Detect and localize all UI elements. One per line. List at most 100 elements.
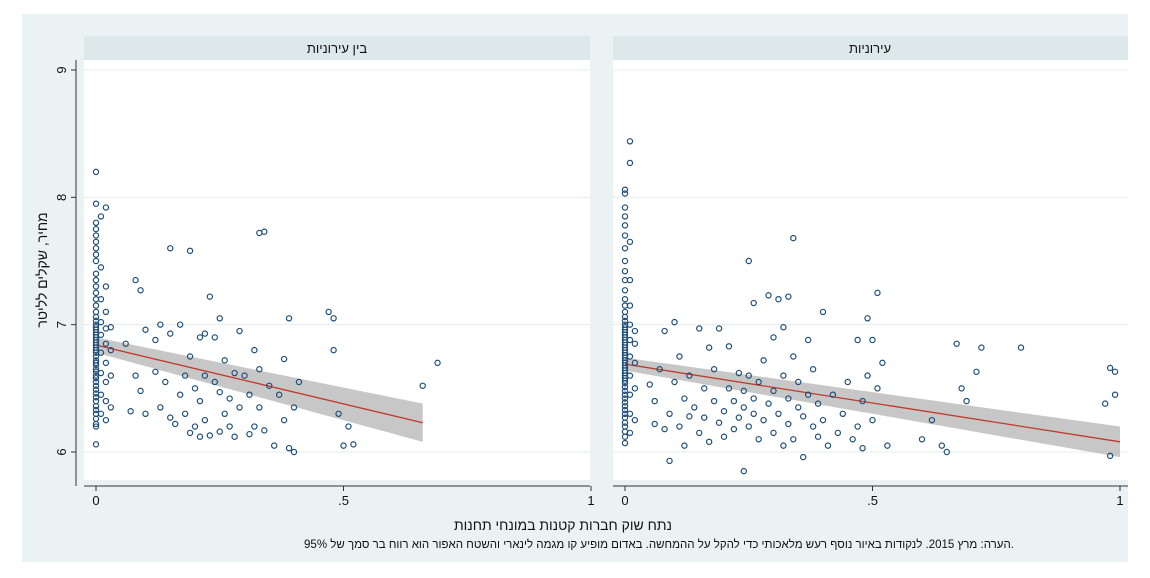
data-point <box>829 391 837 398</box>
data-point <box>790 436 797 443</box>
data-point <box>201 372 209 379</box>
data-point <box>102 340 110 347</box>
data-point <box>216 388 223 396</box>
data-point <box>231 369 238 377</box>
data-point <box>770 429 777 437</box>
data-point <box>626 336 634 344</box>
data-point <box>631 359 639 367</box>
data-point <box>715 325 723 332</box>
data-point <box>780 324 787 331</box>
data-point <box>785 420 792 428</box>
data-point <box>765 400 772 407</box>
data-point <box>92 257 100 265</box>
data-point <box>102 283 110 290</box>
data-point <box>280 355 288 363</box>
data-point <box>261 427 268 434</box>
data-point <box>819 308 827 316</box>
data-point <box>206 293 214 300</box>
data-point <box>295 378 303 386</box>
data-point <box>226 423 233 430</box>
data-point <box>137 287 144 294</box>
data-point <box>710 366 718 373</box>
data-point <box>97 213 105 220</box>
data-point <box>137 387 144 395</box>
data-point <box>201 416 209 424</box>
x-axis-ticks: 0.5 1 <box>92 486 595 508</box>
data-point <box>285 315 293 322</box>
data-point <box>152 368 159 375</box>
data-point <box>775 410 782 417</box>
data-point <box>800 453 807 461</box>
data-point <box>236 327 243 335</box>
data-point <box>621 399 629 406</box>
confidence-band <box>625 357 1120 458</box>
data-point <box>710 397 718 405</box>
data-point <box>97 391 105 398</box>
data-point <box>626 276 634 284</box>
data-point <box>681 442 688 449</box>
data-point <box>167 414 174 421</box>
data-point <box>176 321 184 328</box>
data-point <box>819 416 827 424</box>
data-point <box>785 395 792 402</box>
data-point <box>97 296 105 303</box>
data-point <box>107 372 115 379</box>
data-point <box>102 378 110 386</box>
data-point <box>626 353 634 360</box>
data-point <box>814 400 822 407</box>
data-point <box>335 410 342 417</box>
data-point <box>201 330 209 337</box>
data-point <box>705 344 713 351</box>
data-point <box>681 395 688 402</box>
gridlines <box>613 69 1128 453</box>
data-point <box>152 336 159 344</box>
data-point <box>97 349 105 356</box>
data-point <box>246 391 253 398</box>
scatter-points <box>621 138 1119 475</box>
data-point <box>621 222 629 229</box>
data-point <box>97 410 105 417</box>
data-point <box>211 378 218 386</box>
data-point <box>701 385 708 392</box>
data-point <box>750 395 757 402</box>
y-axis-ticks: 6 7 8 9 <box>54 66 76 456</box>
data-point <box>696 429 703 437</box>
data-point <box>785 293 792 300</box>
data-point <box>102 308 110 316</box>
data-point <box>631 385 639 392</box>
panel-title-intercity: בין עירוניות <box>307 41 367 56</box>
data-point <box>760 357 767 364</box>
data-point <box>92 238 100 246</box>
data-point <box>621 213 629 220</box>
data-point <box>221 357 228 364</box>
data-point <box>626 238 634 246</box>
data-point <box>92 324 100 331</box>
data-point <box>730 397 738 405</box>
x-axis-label: נתח שוק חברות קטנות במונחי תחנות <box>454 517 672 533</box>
data-point <box>92 200 100 207</box>
data-point <box>107 324 115 331</box>
data-point <box>621 204 629 211</box>
data-point <box>849 436 856 443</box>
x-tick-label: .5 <box>867 493 878 508</box>
data-point <box>251 423 258 430</box>
data-point <box>1017 344 1025 351</box>
y-tick-label: 7 <box>54 321 69 328</box>
data-point <box>92 372 100 379</box>
data-point <box>92 359 100 367</box>
gridlines <box>84 69 590 453</box>
data-point <box>691 404 698 411</box>
y-axis-label: מחיר, שקלים לליטר <box>34 212 50 327</box>
data-point <box>750 410 757 417</box>
data-point <box>196 334 204 341</box>
data-point <box>92 219 100 226</box>
data-point <box>350 441 357 448</box>
data-point <box>745 372 752 379</box>
data-point <box>206 432 214 439</box>
x-tick-label: 0 <box>621 493 628 508</box>
data-point <box>686 413 693 420</box>
data-point <box>730 425 738 433</box>
data-point <box>176 391 184 398</box>
data-point <box>943 448 950 456</box>
x-tick-label: .5 <box>338 493 349 508</box>
